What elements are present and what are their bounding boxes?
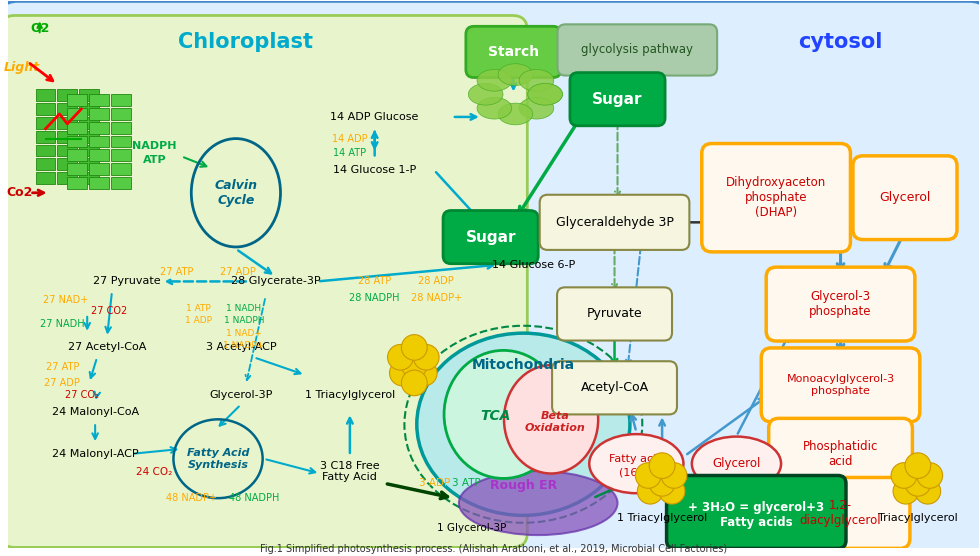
Text: 3 Acetyl-ACP: 3 Acetyl-ACP bbox=[206, 342, 276, 353]
Text: Glyceraldehyde 3P: Glyceraldehyde 3P bbox=[556, 216, 673, 229]
Text: Sugar: Sugar bbox=[466, 230, 515, 245]
Text: Acetyl-CoA: Acetyl-CoA bbox=[580, 381, 649, 394]
Bar bbox=[58, 131, 77, 142]
Bar bbox=[68, 163, 87, 175]
Bar bbox=[68, 150, 87, 161]
Text: Fatty acid: Fatty acid bbox=[610, 454, 663, 464]
Text: 48 NADP+: 48 NADP+ bbox=[166, 493, 217, 503]
Circle shape bbox=[402, 335, 427, 360]
Text: O2: O2 bbox=[30, 22, 49, 35]
Ellipse shape bbox=[468, 83, 503, 105]
Text: Fatty Acid
Synthesis: Fatty Acid Synthesis bbox=[187, 448, 249, 470]
Circle shape bbox=[412, 360, 437, 386]
FancyBboxPatch shape bbox=[558, 24, 717, 76]
Text: Co2: Co2 bbox=[7, 186, 33, 199]
FancyBboxPatch shape bbox=[702, 143, 851, 252]
Circle shape bbox=[637, 479, 663, 504]
Bar bbox=[58, 145, 77, 156]
Text: 1,2-
diacylglycerol: 1,2- diacylglycerol bbox=[800, 499, 881, 527]
FancyBboxPatch shape bbox=[0, 16, 527, 548]
FancyBboxPatch shape bbox=[768, 418, 912, 489]
Text: 27 CO2: 27 CO2 bbox=[91, 306, 127, 316]
Ellipse shape bbox=[528, 83, 563, 105]
Text: Monoacylglycerol-3
phosphate: Monoacylglycerol-3 phosphate bbox=[787, 374, 895, 396]
Text: 1 NAD+: 1 NAD+ bbox=[225, 329, 262, 338]
Ellipse shape bbox=[477, 70, 512, 91]
Text: 24 Malonyl-ACP: 24 Malonyl-ACP bbox=[52, 449, 138, 459]
Text: Triacylglycerol: Triacylglycerol bbox=[878, 513, 957, 523]
Text: 27 NAD+: 27 NAD+ bbox=[43, 295, 88, 305]
Text: Light: Light bbox=[4, 61, 40, 74]
Circle shape bbox=[905, 453, 931, 479]
Circle shape bbox=[387, 345, 414, 370]
Text: 14 ADP: 14 ADP bbox=[332, 133, 368, 143]
Ellipse shape bbox=[528, 83, 563, 105]
Ellipse shape bbox=[519, 97, 554, 119]
Text: Phosphatidic
acid: Phosphatidic acid bbox=[803, 440, 878, 468]
Bar bbox=[89, 122, 109, 133]
Bar bbox=[89, 136, 109, 147]
Circle shape bbox=[402, 370, 427, 396]
Text: Rough ER: Rough ER bbox=[490, 479, 557, 492]
Text: 1 ATP: 1 ATP bbox=[186, 304, 211, 312]
Circle shape bbox=[917, 463, 943, 488]
Bar bbox=[79, 145, 99, 156]
Text: ATP: ATP bbox=[143, 155, 167, 165]
Bar bbox=[35, 145, 56, 156]
FancyBboxPatch shape bbox=[552, 361, 677, 414]
Text: 27 Pyruvate: 27 Pyruvate bbox=[93, 276, 161, 286]
Text: 24 Malonyl-CoA: 24 Malonyl-CoA bbox=[52, 408, 139, 418]
FancyBboxPatch shape bbox=[557, 287, 672, 340]
Ellipse shape bbox=[444, 350, 563, 479]
Bar bbox=[35, 172, 56, 184]
FancyBboxPatch shape bbox=[761, 348, 920, 422]
Text: Calvin
Cycle: Calvin Cycle bbox=[215, 179, 258, 207]
Text: 27 ATP: 27 ATP bbox=[46, 362, 79, 372]
Text: Glycerol-3P: Glycerol-3P bbox=[209, 390, 272, 400]
Text: cytosol: cytosol bbox=[799, 32, 883, 52]
Text: 3 ADP: 3 ADP bbox=[418, 478, 450, 488]
Text: Sugar: Sugar bbox=[592, 92, 643, 107]
Circle shape bbox=[414, 345, 439, 370]
Bar bbox=[89, 163, 109, 175]
Text: Fig.1 Simplified photosynthesis process. (Alishah Aratboni, et al., 2019, Microb: Fig.1 Simplified photosynthesis process.… bbox=[260, 544, 727, 554]
Bar bbox=[111, 136, 130, 147]
Bar bbox=[58, 103, 77, 115]
Text: Glycerol: Glycerol bbox=[712, 457, 760, 470]
Bar bbox=[89, 177, 109, 189]
Text: 27 CO₂: 27 CO₂ bbox=[66, 390, 99, 400]
Ellipse shape bbox=[504, 365, 598, 474]
Bar bbox=[79, 172, 99, 184]
Bar bbox=[58, 117, 77, 129]
Text: Fatty acids: Fatty acids bbox=[720, 517, 793, 529]
Text: 14 Glucose 6-P: 14 Glucose 6-P bbox=[492, 260, 575, 270]
Bar bbox=[35, 131, 56, 142]
Circle shape bbox=[915, 479, 941, 504]
Ellipse shape bbox=[477, 97, 512, 119]
Bar bbox=[35, 90, 56, 101]
Bar bbox=[79, 90, 99, 101]
Text: Beta
Oxidation: Beta Oxidation bbox=[524, 411, 585, 433]
Bar bbox=[79, 158, 99, 170]
Text: 3 ATP: 3 ATP bbox=[453, 478, 481, 488]
Circle shape bbox=[662, 463, 687, 488]
Bar bbox=[35, 117, 56, 129]
Text: 14 ADP Glucose: 14 ADP Glucose bbox=[330, 112, 418, 122]
Text: 1 NADPH: 1 NADPH bbox=[223, 316, 264, 325]
Bar bbox=[68, 122, 87, 133]
Bar bbox=[68, 177, 87, 189]
Text: glycolysis pathway: glycolysis pathway bbox=[581, 43, 693, 57]
Text: 28 ATP: 28 ATP bbox=[358, 276, 391, 286]
Ellipse shape bbox=[589, 434, 683, 493]
Text: 1 NADH: 1 NADH bbox=[226, 304, 262, 312]
Text: 27 ADP: 27 ADP bbox=[220, 266, 256, 276]
Ellipse shape bbox=[498, 64, 533, 86]
Bar bbox=[111, 177, 130, 189]
FancyBboxPatch shape bbox=[466, 26, 561, 77]
Text: 1 Glycerol-3P: 1 Glycerol-3P bbox=[437, 523, 507, 533]
Text: 14 Glucose 1-P: 14 Glucose 1-P bbox=[333, 165, 416, 175]
Bar bbox=[68, 95, 87, 106]
Bar bbox=[89, 95, 109, 106]
Text: 28 Glycerate-3P: 28 Glycerate-3P bbox=[230, 276, 320, 286]
